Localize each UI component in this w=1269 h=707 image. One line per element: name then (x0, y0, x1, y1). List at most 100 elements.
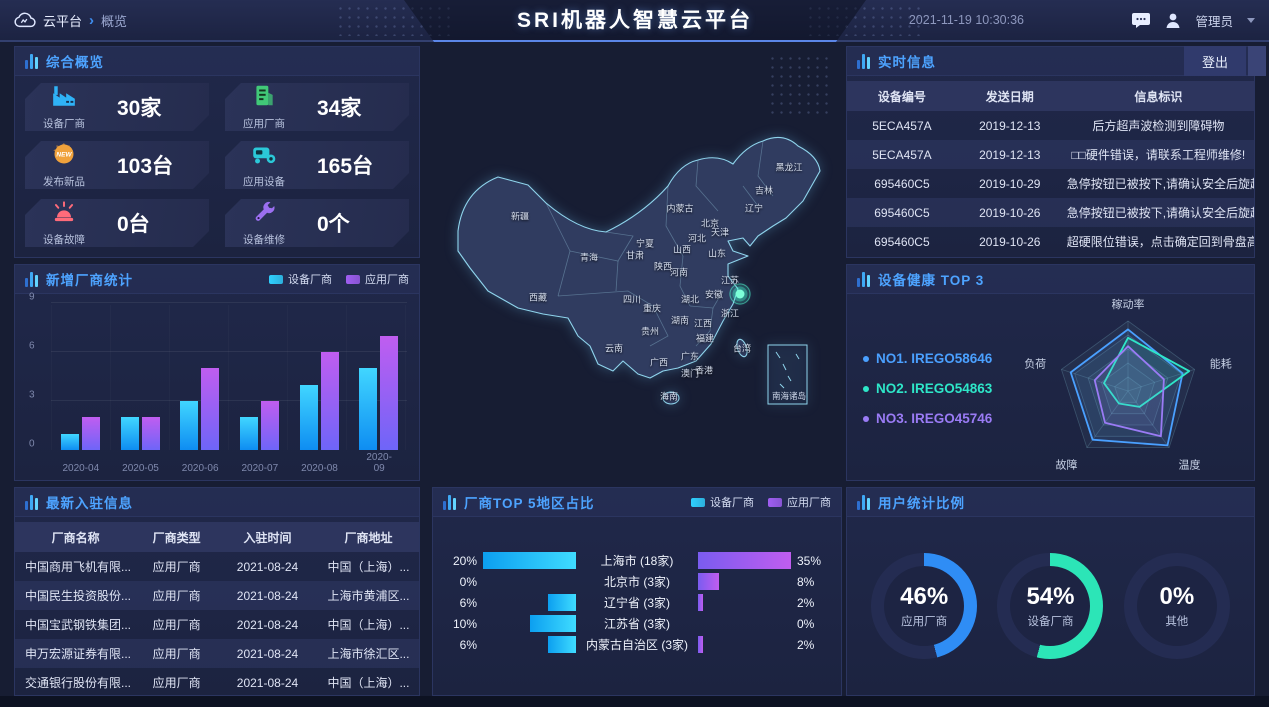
stat-card-4[interactable]: 设备故障 0台 (25, 199, 209, 247)
map-marker (729, 283, 751, 305)
radar-legend-item[interactable]: NO2. IREGO54863 (863, 381, 992, 396)
stat-card-label: 发布新品 (43, 176, 85, 188)
svg-text:能耗: 能耗 (1210, 356, 1232, 370)
table-row: 交通银行股份有限... 应用厂商 2021-08-24 中国（上海）... (15, 668, 419, 697)
user-icon[interactable] (1165, 12, 1181, 29)
svg-text:负荷: 负荷 (1024, 356, 1046, 370)
radar-legend-item[interactable]: NO1. IREGO58646 (863, 351, 992, 366)
province-label: 江西 (693, 318, 713, 329)
stat-card-icon-wrap: 应用设备 (225, 141, 303, 189)
stat-card-0[interactable]: 设备厂商 30家 (25, 83, 209, 131)
stat-card-icon-wrap: 设备厂商 (25, 83, 103, 131)
panel-latest: 最新入驻信息 厂商名称 厂商类型 入驻时间 厂商地址 中国商用飞机有限... 应用厂商 20… (14, 487, 420, 696)
donut-gauge: 54% 设备厂商 (997, 552, 1104, 659)
donut-label: 其他 (1165, 615, 1189, 628)
column-header: 入驻时间 (243, 530, 292, 545)
table-cell: 695460C5 (874, 205, 930, 220)
latest-table: 厂商名称 厂商类型 入驻时间 厂商地址 中国商用飞机有限... 应用厂商 2021-08-2… (15, 516, 419, 695)
panel-realtime: 实时信息 设备编号 发送日期 信息标识 5ECA457A 2019-12-13 后方超声波… (846, 46, 1255, 258)
table-cell: 申万宏源证券有限... (25, 647, 132, 661)
logout-button[interactable]: 登出 (1184, 46, 1246, 76)
legend-dot-icon (863, 385, 869, 392)
overview-cards: 设备厂商 30家 应用厂商 34家 NEW 发布新品 103台 应用设备 165台 设备故障 0台设… (25, 83, 409, 247)
donut-gauges: 46% 应用厂商 54% 设备厂商 0% 其他 (847, 516, 1254, 695)
panel-device-health: 设备健康 TOP 3 NO1. IREGO58646 NO2. IREGO5486… (846, 264, 1255, 481)
y-tick-label: 6 (29, 340, 35, 352)
table-row: 中国民生投资股份... 应用厂商 2021-08-24 上海市黄浦区... (15, 581, 419, 610)
left-percent-label: 6% (459, 595, 477, 610)
inset-label: 南海诸岛 (772, 391, 807, 401)
table-cell: 上海市徐汇区... (327, 647, 410, 661)
legend-label: 应用厂商 (787, 497, 831, 509)
chevron-down-icon[interactable] (1247, 17, 1255, 23)
left-bar-track (483, 615, 576, 632)
province-label: 内蒙古 (666, 203, 694, 214)
south-sea-inset (767, 344, 808, 405)
bar-group (60, 417, 100, 450)
table-cell: 中国商用飞机有限... (25, 560, 132, 574)
bar-group (359, 335, 399, 450)
table-row: 695460C5 2019-10-26 急停按钮已被按下,请确认安全后旋起! (847, 198, 1254, 227)
table-header-row: 设备编号 发送日期 信息标识 (847, 81, 1254, 111)
table-cell: 超硬限位错误，点击确定回到骨盘高度! (1066, 235, 1254, 249)
page-title: SRI机器人智慧云平台 (516, 9, 753, 32)
province-label: 西藏 (528, 292, 548, 303)
bars-icon (25, 494, 38, 510)
wrench-icon (251, 199, 278, 230)
table-cell: 2019-12-13 (979, 118, 1041, 133)
bars-icon (857, 271, 870, 287)
category-label: 江苏省 (3家) (603, 617, 670, 631)
bar-应用厂商 (201, 368, 220, 450)
panel-realtime-title: 实时信息 (878, 55, 936, 70)
legend-item[interactable]: 应用厂商 (346, 271, 409, 287)
tornado-chart: 20% 上海市 (18家) 35% 0% 北京市 (3家) 8% 6% 辽宁省 (3家) 2% 1… (443, 550, 831, 655)
message-icon[interactable] (1131, 12, 1151, 29)
province-label: 江苏 (720, 275, 740, 286)
right-bar-track (698, 573, 791, 590)
left-bar-track (483, 594, 576, 611)
left-bar-track (483, 552, 576, 569)
panel-region-top5: 厂商TOP 5地区占比 设备厂商 应用厂商 20% 上海市 (18家) 35% 0% 北京… (432, 487, 842, 696)
category-label: 辽宁省 (3家) (603, 596, 670, 610)
stat-card-1[interactable]: 应用厂商 34家 (225, 83, 409, 131)
stat-card-2[interactable]: NEW 发布新品 103台 (25, 141, 209, 189)
province-label: 澳门 (680, 368, 700, 379)
panel-user-stats: 用户统计比例 46% 应用厂商 54% 设备厂商 0% 其他 (846, 487, 1255, 696)
bar-设备厂商 (60, 433, 79, 450)
bars-icon (857, 53, 870, 69)
breadcrumb-app[interactable]: 云平台 (43, 13, 83, 29)
svg-text:NEW: NEW (56, 152, 72, 159)
bar-group (239, 401, 279, 450)
donut-hole: 0% 其他 (1136, 565, 1217, 646)
bar-应用厂商 (260, 401, 279, 450)
province-label: 河北 (687, 233, 707, 244)
province-label: 吉林 (754, 185, 774, 196)
province-label: 贵州 (640, 326, 660, 337)
stat-card-5[interactable]: 设备维修 0个 (225, 199, 409, 247)
user-name[interactable]: 管理员 (1195, 14, 1233, 29)
legend-item[interactable]: 设备厂商 (691, 494, 754, 510)
donut-value: 54% (1026, 582, 1075, 610)
device-truck-icon (250, 141, 278, 172)
app-vendor-icon (251, 83, 277, 114)
donut-value: 0% (1159, 582, 1195, 610)
province-label: 云南 (604, 343, 624, 354)
breadcrumb-page[interactable]: 概览 (101, 13, 128, 29)
china-map[interactable]: 新疆 西藏 青海 甘肃 宁夏 内蒙古 黑龙江 吉林 辽宁 北京 天津 河北 山西 山东 陕西 河南 四川 重庆 湖北… (428, 46, 840, 482)
legend-chip (768, 497, 782, 507)
table-row: 695460C5 2019-10-29 急停按钮已被按下,请确认安全后旋起! (847, 169, 1254, 198)
legend-item[interactable]: 设备厂商 (269, 271, 332, 287)
legend-item[interactable]: 应用厂商 (768, 494, 831, 510)
column-header: 信息标识 (1134, 89, 1183, 104)
donut-label: 设备厂商 (1027, 615, 1074, 628)
panel-region-top5-header: 厂商TOP 5地区占比 设备厂商 应用厂商 (433, 488, 841, 517)
realtime-table: 设备编号 发送日期 信息标识 5ECA457A 2019-12-13 后方超声波检测到障碍… (847, 75, 1254, 257)
left-bar-track (483, 573, 576, 590)
bar-应用厂商 (81, 417, 100, 450)
radar-legend-item[interactable]: NO3. IREGO45746 (863, 411, 992, 426)
stat-card-3[interactable]: 应用设备 165台 (225, 141, 409, 189)
panel-overview-title: 综合概览 (46, 55, 104, 70)
province-label: 湖南 (670, 315, 690, 326)
gridline (51, 400, 407, 401)
province-label: 黑龙江 (775, 162, 803, 173)
